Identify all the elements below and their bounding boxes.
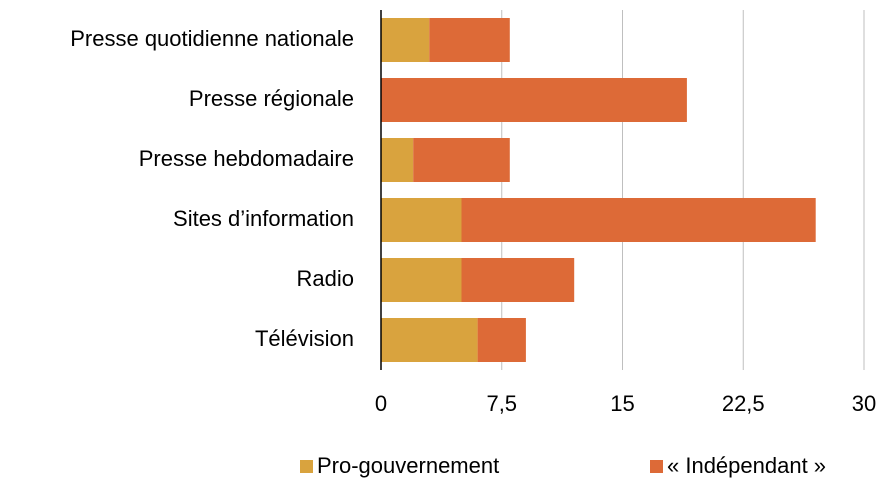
bar [429, 18, 510, 62]
bar [413, 138, 510, 182]
bar [477, 318, 526, 362]
bar [381, 258, 462, 302]
bar [461, 258, 575, 302]
x-tick-label: 7,5 [486, 391, 517, 416]
x-tick-label: 22,5 [722, 391, 765, 416]
x-tick-label: 30 [852, 391, 876, 416]
x-tick-label: 15 [610, 391, 634, 416]
y-tick-label: Presse hebdomadaire [139, 146, 354, 171]
bar [381, 198, 462, 242]
y-tick-label: Presse quotidienne nationale [70, 26, 354, 51]
bar [381, 18, 430, 62]
y-tick-label: Presse régionale [189, 86, 354, 111]
bar [381, 78, 687, 122]
y-tick-label: Sites d’information [173, 206, 354, 231]
bar [381, 138, 414, 182]
legend-swatch [300, 460, 313, 473]
y-tick-label: Télévision [255, 326, 354, 351]
legend-label: Pro-gouvernement [317, 453, 499, 478]
x-tick-label: 0 [375, 391, 387, 416]
bar [461, 198, 816, 242]
legend-label: « Indépendant » [667, 453, 826, 478]
bar [381, 318, 478, 362]
legend-swatch [650, 460, 663, 473]
y-tick-label: Radio [297, 266, 354, 291]
